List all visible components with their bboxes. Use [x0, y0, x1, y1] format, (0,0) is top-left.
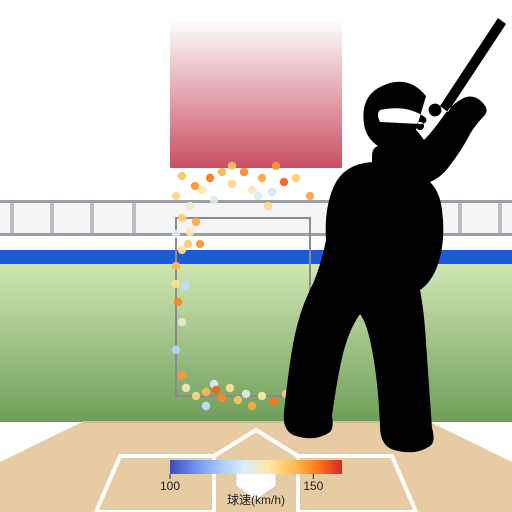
pitch-location-chart: 100 150 球速(km/h): [0, 0, 512, 512]
legend-label: 球速(km/h): [227, 493, 285, 507]
color-legend: [170, 460, 342, 474]
svg-text:100: 100: [160, 479, 180, 493]
svg-text:150: 150: [303, 479, 323, 493]
chart-svg: 100 150 球速(km/h): [0, 0, 512, 512]
